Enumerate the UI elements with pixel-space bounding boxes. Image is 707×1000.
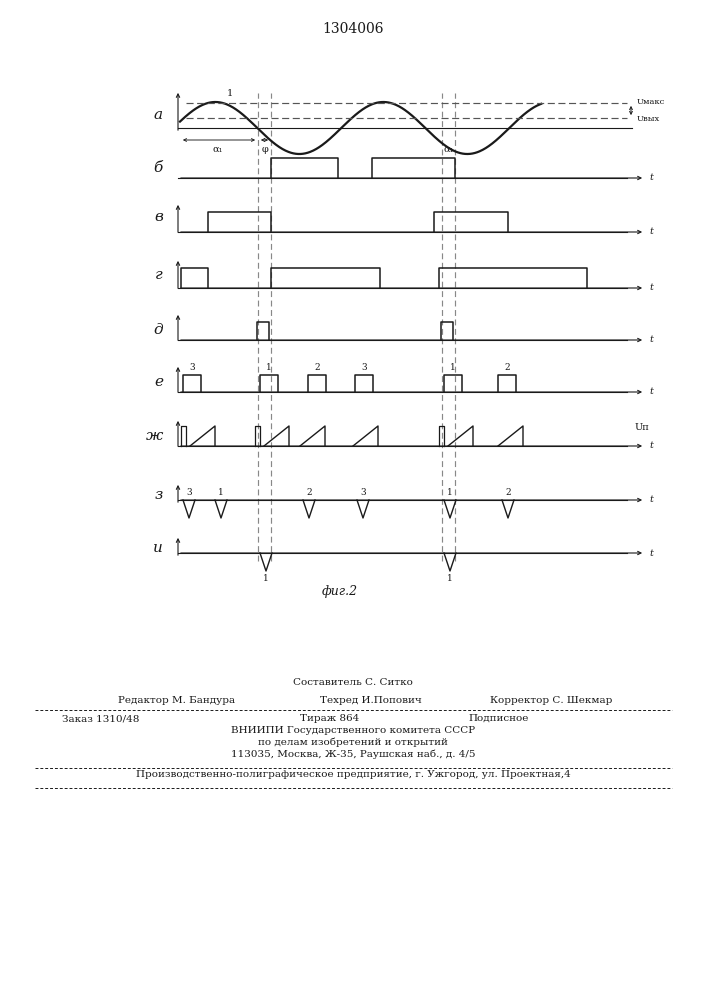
Text: 1: 1 bbox=[218, 488, 224, 497]
Text: и: и bbox=[153, 541, 163, 555]
Text: по делам изобретений и открытий: по делам изобретений и открытий bbox=[258, 738, 448, 747]
Text: t: t bbox=[649, 387, 653, 396]
Text: α₁: α₁ bbox=[213, 145, 223, 154]
Text: t: t bbox=[649, 174, 653, 182]
Text: Составитель С. Ситко: Составитель С. Ситко bbox=[293, 678, 413, 687]
Text: 113035, Москва, Ж-35, Раушская наб., д. 4/5: 113035, Москва, Ж-35, Раушская наб., д. … bbox=[230, 750, 475, 759]
Text: Uп: Uп bbox=[635, 424, 650, 432]
Text: 1: 1 bbox=[263, 574, 269, 583]
Text: ж: ж bbox=[146, 429, 163, 443]
Text: 3: 3 bbox=[189, 363, 195, 372]
Text: t: t bbox=[649, 548, 653, 558]
Text: г: г bbox=[156, 268, 163, 282]
Text: Uвых: Uвых bbox=[637, 115, 660, 123]
Text: 2: 2 bbox=[306, 488, 312, 497]
Text: t: t bbox=[649, 284, 653, 292]
Text: t: t bbox=[649, 228, 653, 236]
Text: 1304006: 1304006 bbox=[322, 22, 384, 36]
Text: α₁: α₁ bbox=[444, 145, 455, 154]
Text: 1: 1 bbox=[227, 89, 233, 98]
Text: Корректор С. Шекмар: Корректор С. Шекмар bbox=[490, 696, 612, 705]
Text: 2: 2 bbox=[314, 363, 320, 372]
Text: 3: 3 bbox=[360, 488, 366, 497]
Text: Редактор М. Бандура: Редактор М. Бандура bbox=[118, 696, 235, 705]
Text: φ: φ bbox=[261, 145, 268, 154]
Text: Техред И.Попович: Техред И.Попович bbox=[320, 696, 422, 705]
Text: 3: 3 bbox=[186, 488, 192, 497]
Text: 1: 1 bbox=[450, 363, 456, 372]
Text: ВНИИПИ Государственного комитета СССР: ВНИИПИ Государственного комитета СССР bbox=[231, 726, 475, 735]
Text: t: t bbox=[649, 336, 653, 344]
Text: б: б bbox=[153, 161, 163, 175]
Text: фиг.2: фиг.2 bbox=[322, 584, 358, 597]
Text: Подписное: Подписное bbox=[468, 714, 528, 723]
Text: t: t bbox=[649, 442, 653, 450]
Text: t: t bbox=[649, 495, 653, 504]
Text: 1: 1 bbox=[447, 574, 453, 583]
Text: 2: 2 bbox=[504, 363, 510, 372]
Text: е: е bbox=[154, 375, 163, 389]
Text: Uмакс: Uмакс bbox=[637, 98, 665, 106]
Text: Заказ 1310/48: Заказ 1310/48 bbox=[62, 714, 139, 723]
Text: 3: 3 bbox=[361, 363, 367, 372]
Text: в: в bbox=[154, 210, 163, 224]
Text: Тираж 864: Тираж 864 bbox=[300, 714, 360, 723]
Text: а: а bbox=[154, 108, 163, 122]
Text: з: з bbox=[155, 488, 163, 502]
Text: 1: 1 bbox=[266, 363, 272, 372]
Text: 2: 2 bbox=[506, 488, 511, 497]
Text: 1: 1 bbox=[447, 488, 453, 497]
Text: д: д bbox=[153, 323, 163, 337]
Text: Производственно-полиграфическое предприятие, г. Ужгород, ул. Проектная,4: Производственно-полиграфическое предприя… bbox=[136, 770, 571, 779]
